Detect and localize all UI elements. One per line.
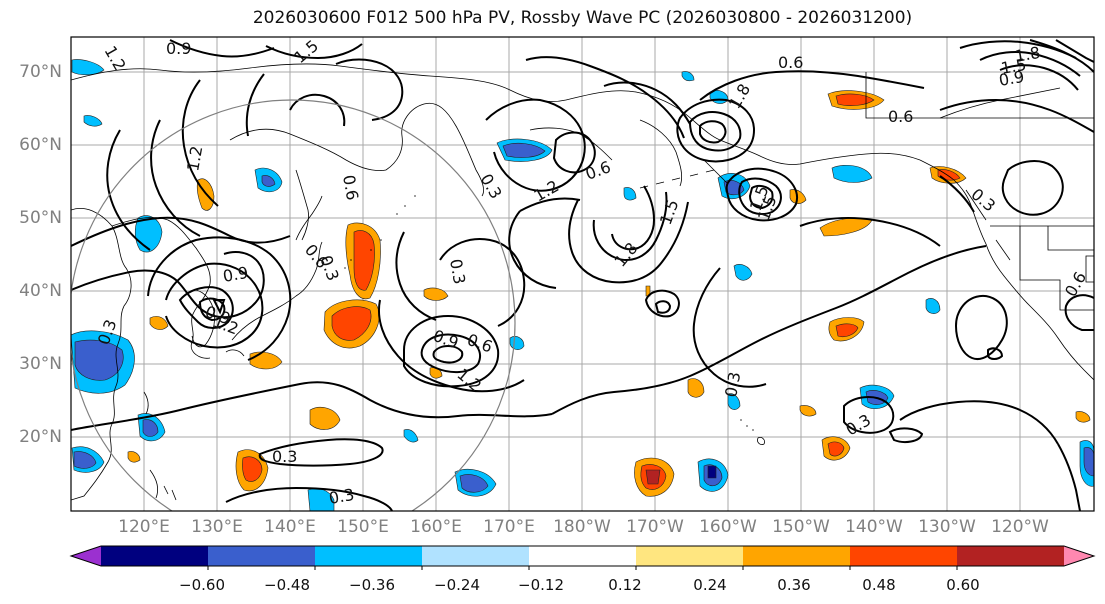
lon-label: 140°W — [845, 517, 903, 537]
neg-patch — [261, 175, 276, 187]
lon-label: 130°E — [191, 517, 243, 537]
lon-label: 160°W — [699, 517, 757, 537]
pos-patch — [149, 316, 169, 330]
neg-patch — [925, 298, 941, 314]
pos-patch — [353, 230, 375, 291]
neg-patch — [707, 465, 717, 479]
contour-label: 0.3 — [327, 485, 355, 508]
pos-patch — [423, 287, 449, 301]
lat-label: 30°N — [19, 354, 62, 374]
colorbar-tick-label: −0.24 — [434, 576, 480, 594]
colorbar-segment — [743, 546, 851, 566]
colorbar-tick-label: −0.36 — [349, 576, 395, 594]
lon-label: 150°E — [337, 517, 389, 537]
neg-patch — [727, 393, 741, 410]
contour-label: 0.6 — [339, 173, 362, 201]
lon-label: 120°W — [991, 517, 1049, 537]
lon-label: 160°E — [410, 517, 462, 537]
colorbar-extend-min — [71, 546, 101, 566]
neg-patch — [74, 339, 124, 381]
colorbar-segment — [957, 546, 1065, 566]
colorbar-extend-max — [1064, 546, 1094, 566]
pos-patch — [242, 456, 263, 482]
colorbar-segment — [315, 546, 423, 566]
colorbar-segment — [850, 546, 958, 566]
contour-label: 0.3 — [721, 370, 744, 398]
colorbar-tick-label: 0.36 — [777, 576, 811, 594]
lon-label: 180°W — [553, 517, 611, 537]
colorbar-segment — [636, 546, 744, 566]
pv-contours — [71, 39, 1094, 511]
pos-patch — [687, 378, 705, 398]
neg-patch — [71, 59, 105, 76]
pos-patch — [127, 451, 141, 463]
pos-patch — [835, 323, 859, 338]
lon-label: 120°E — [118, 517, 170, 537]
neg-patch — [502, 142, 546, 158]
pos-patch — [835, 93, 875, 106]
lon-label: 150°W — [772, 517, 830, 537]
colorbar — [69, 545, 1096, 570]
lat-label: 20°N — [19, 427, 62, 447]
contour-label: 0.9 — [221, 263, 249, 286]
neg-patch — [83, 115, 103, 127]
pos-patch — [331, 306, 372, 341]
lat-label: 40°N — [19, 281, 62, 301]
lon-label: 170°W — [626, 517, 684, 537]
map-frame — [70, 36, 1095, 512]
colorbar-tick-label: 0.60 — [946, 576, 980, 594]
contour-label: 0.3 — [272, 447, 297, 466]
pos-patch — [1075, 411, 1091, 423]
colorbar-segment — [422, 546, 530, 566]
gridlines — [71, 37, 1094, 511]
neg-patch — [459, 474, 489, 493]
region-circle — [71, 99, 516, 511]
contour-label: 0.6 — [888, 107, 913, 126]
colorbar-outline — [69, 545, 1096, 567]
pos-patch — [249, 351, 283, 370]
contour-label: 0.6 — [778, 53, 803, 72]
colorbar-tick-label: −0.12 — [518, 576, 564, 594]
contour-label: 0.9 — [997, 67, 1025, 90]
pos-patch — [309, 407, 341, 430]
lat-label: 60°N — [19, 135, 62, 155]
neg-patch — [623, 187, 637, 201]
contour-label: 1.5 — [999, 55, 1027, 78]
contour-label: 1.8 — [1013, 43, 1041, 66]
neg-patch — [403, 429, 419, 443]
neg-patch — [831, 165, 873, 183]
coastlines — [71, 63, 1094, 501]
pos-patch — [799, 405, 817, 417]
lat-label: 50°N — [19, 208, 62, 228]
contour-label: 1.2 — [183, 144, 206, 172]
neg-patch — [73, 451, 97, 469]
colorbar-tick-label: 0.48 — [862, 576, 896, 594]
colorbar-segment — [529, 546, 637, 566]
colorbar-segment — [208, 546, 316, 566]
lon-label: 140°E — [264, 517, 316, 537]
pos-patch — [645, 285, 651, 297]
lon-label: 130°W — [918, 517, 976, 537]
pos-patch — [645, 469, 661, 485]
colorbar-tick-label: 0.12 — [608, 576, 642, 594]
neg-patch — [733, 264, 753, 281]
contour-label: 0.3 — [446, 257, 469, 285]
colorbar-tick-label: −0.60 — [179, 576, 225, 594]
anomaly-fill — [71, 59, 1094, 511]
contour-label: 0.9 — [166, 39, 191, 58]
lat-label: 70°N — [19, 62, 62, 82]
pos-patch — [827, 441, 845, 457]
neg-patch — [1083, 447, 1094, 477]
neg-patch — [681, 71, 695, 82]
colorbar-segment — [101, 546, 209, 566]
colorbar-tick-label: −0.48 — [264, 576, 310, 594]
neg-patch — [142, 419, 159, 437]
lon-label: 170°E — [483, 517, 535, 537]
chart-title: 2026030600 F012 500 hPa PV, Rossby Wave … — [252, 8, 913, 28]
colorbar-tick-label: 0.24 — [693, 576, 727, 594]
